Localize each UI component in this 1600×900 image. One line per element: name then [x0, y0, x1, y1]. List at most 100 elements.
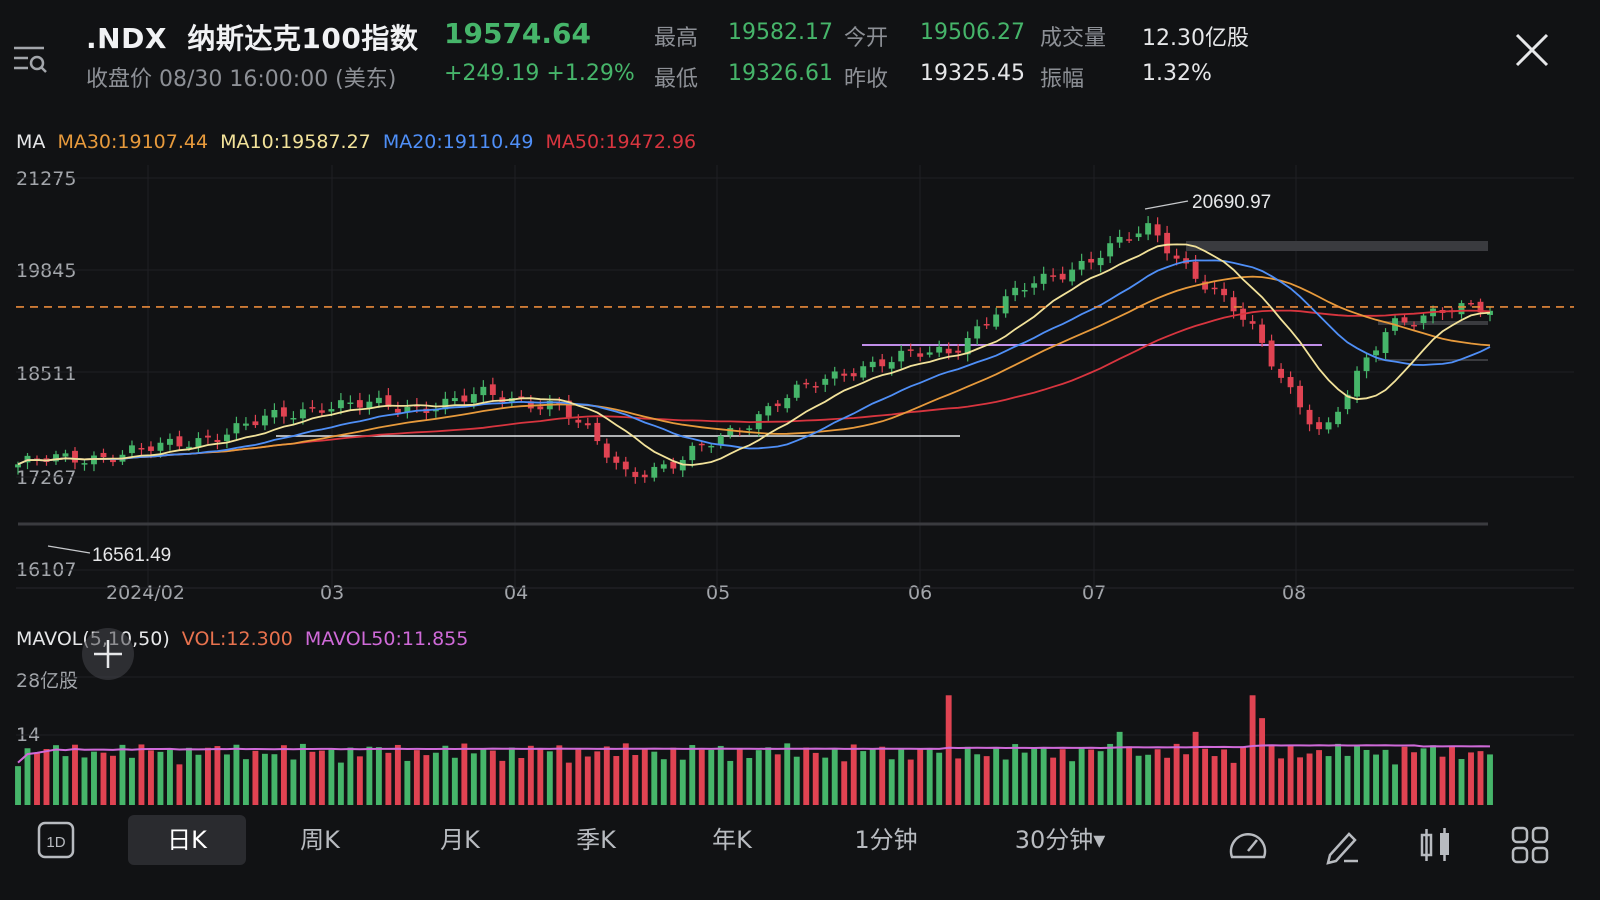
candle-body	[1401, 317, 1408, 323]
period-icon-button[interactable]: 1D	[36, 815, 76, 865]
volume-bar	[1211, 756, 1218, 805]
candle-body	[366, 401, 373, 409]
volume-bar	[1012, 744, 1019, 805]
candle-body	[1154, 224, 1161, 236]
volume-bar	[91, 751, 97, 805]
candle-body	[1382, 332, 1389, 354]
candlestick-chart[interactable]: 20690.97 16561.49	[0, 0, 1600, 610]
candle-body	[375, 397, 382, 404]
candle-body	[917, 353, 924, 357]
candle-body	[470, 394, 477, 403]
volume-bar	[736, 749, 743, 805]
volume-bar	[917, 749, 924, 805]
volume-legend[interactable]: MAVOL(5,10,50) VOL:12.300 MAVOL50:11.855	[16, 628, 474, 650]
candle-body	[185, 446, 192, 449]
amplitude-label: 振幅	[1040, 67, 1085, 92]
candle-body	[1354, 370, 1360, 397]
candle-body	[81, 463, 88, 465]
volume-bar	[575, 749, 582, 805]
candle-body	[603, 443, 610, 458]
volume-bar	[53, 745, 59, 805]
volume-bar	[1230, 762, 1237, 805]
resistance-band	[1186, 241, 1488, 251]
tab-1min[interactable]: 1分钟	[854, 826, 918, 854]
candle-body	[641, 474, 648, 478]
volume-bar	[926, 748, 933, 805]
grid-menu-icon[interactable]	[1510, 825, 1550, 865]
volume-bar	[451, 757, 458, 805]
close-icon[interactable]	[1514, 32, 1550, 68]
volume-bar	[1325, 756, 1332, 805]
volume-bar	[185, 747, 192, 805]
candle-body	[1002, 296, 1009, 314]
candle-body	[1164, 232, 1171, 254]
tab-quarterly[interactable]: 季K	[576, 826, 616, 854]
volume-bar	[698, 749, 705, 805]
close-time-label: 收盘价 08/30 16:00:00 (美东)	[86, 67, 397, 92]
ma10-value: MA10:19587.27	[220, 131, 371, 153]
volume-bar	[1382, 749, 1389, 805]
draw-pen-icon[interactable]	[1322, 825, 1362, 865]
ma-legend[interactable]: MA MA30:19107.44 MA10:19587.27 MA20:1911…	[16, 131, 702, 153]
volume-bar	[195, 754, 202, 805]
candle-body	[1135, 233, 1142, 238]
candle-body	[1097, 257, 1104, 266]
volume-bar	[413, 750, 420, 805]
volume-bar	[641, 748, 648, 805]
candle-body	[1411, 324, 1417, 327]
tab-weekly[interactable]: 周K	[300, 826, 340, 854]
candle-body	[1477, 301, 1484, 313]
volume-bars	[15, 695, 1493, 805]
volume-bar	[1154, 749, 1161, 805]
high-label: 最高	[654, 26, 699, 51]
volume-bar	[670, 747, 677, 805]
change-percent: +1.29%	[546, 61, 635, 86]
volume-bar	[803, 747, 810, 805]
volume-bar	[1477, 751, 1484, 805]
volume-bar	[1306, 753, 1313, 805]
tab-monthly[interactable]: 月K	[440, 826, 480, 854]
volume-bar	[1316, 750, 1323, 805]
volume-bar	[822, 757, 829, 805]
tab-daily[interactable]: 日K	[128, 815, 246, 865]
crosshair-button[interactable]	[82, 628, 134, 680]
volume-chart[interactable]	[0, 655, 1600, 810]
candle-body	[936, 346, 943, 353]
candle-body	[622, 461, 629, 470]
volume-bar	[1401, 746, 1408, 805]
volume-bar	[499, 760, 506, 805]
support-resistance-lines	[18, 241, 1488, 526]
candle-body	[907, 349, 914, 351]
volume-bar	[461, 743, 468, 805]
candle-body	[1344, 394, 1351, 410]
high-value: 19582.17	[728, 20, 833, 45]
tab-30min-dropdown[interactable]: 30分钟▾	[1014, 826, 1106, 854]
candle-body	[1211, 287, 1218, 290]
plus-icon	[94, 640, 122, 668]
tab-yearly[interactable]: 年K	[712, 826, 752, 854]
indicator-candles-icon[interactable]	[1416, 825, 1456, 865]
volume-bar	[176, 764, 183, 805]
candle-body	[214, 439, 221, 443]
volume-bar	[328, 749, 335, 805]
volume-bar	[1259, 718, 1266, 805]
low-annotation-text: 16561.49	[92, 545, 171, 566]
candle-body	[328, 409, 335, 412]
volume-bar	[1344, 755, 1351, 805]
volume-bar	[214, 746, 221, 805]
candle-body	[1202, 281, 1209, 290]
menu-search-icon[interactable]	[12, 42, 48, 78]
volume-bar	[1078, 748, 1085, 805]
volume-label: 成交量	[1040, 26, 1107, 51]
volume-bar	[1287, 746, 1294, 805]
ma20-line	[17, 259, 1491, 466]
candle-body	[1325, 422, 1332, 430]
candle-body	[157, 442, 164, 451]
volume-bar	[1439, 756, 1446, 805]
speedometer-icon[interactable]	[1228, 825, 1268, 865]
volume-bar	[1088, 749, 1095, 805]
candle-body	[869, 361, 876, 368]
candle-body	[242, 423, 249, 426]
candle-body	[53, 454, 59, 462]
volume-bar	[1050, 757, 1057, 805]
